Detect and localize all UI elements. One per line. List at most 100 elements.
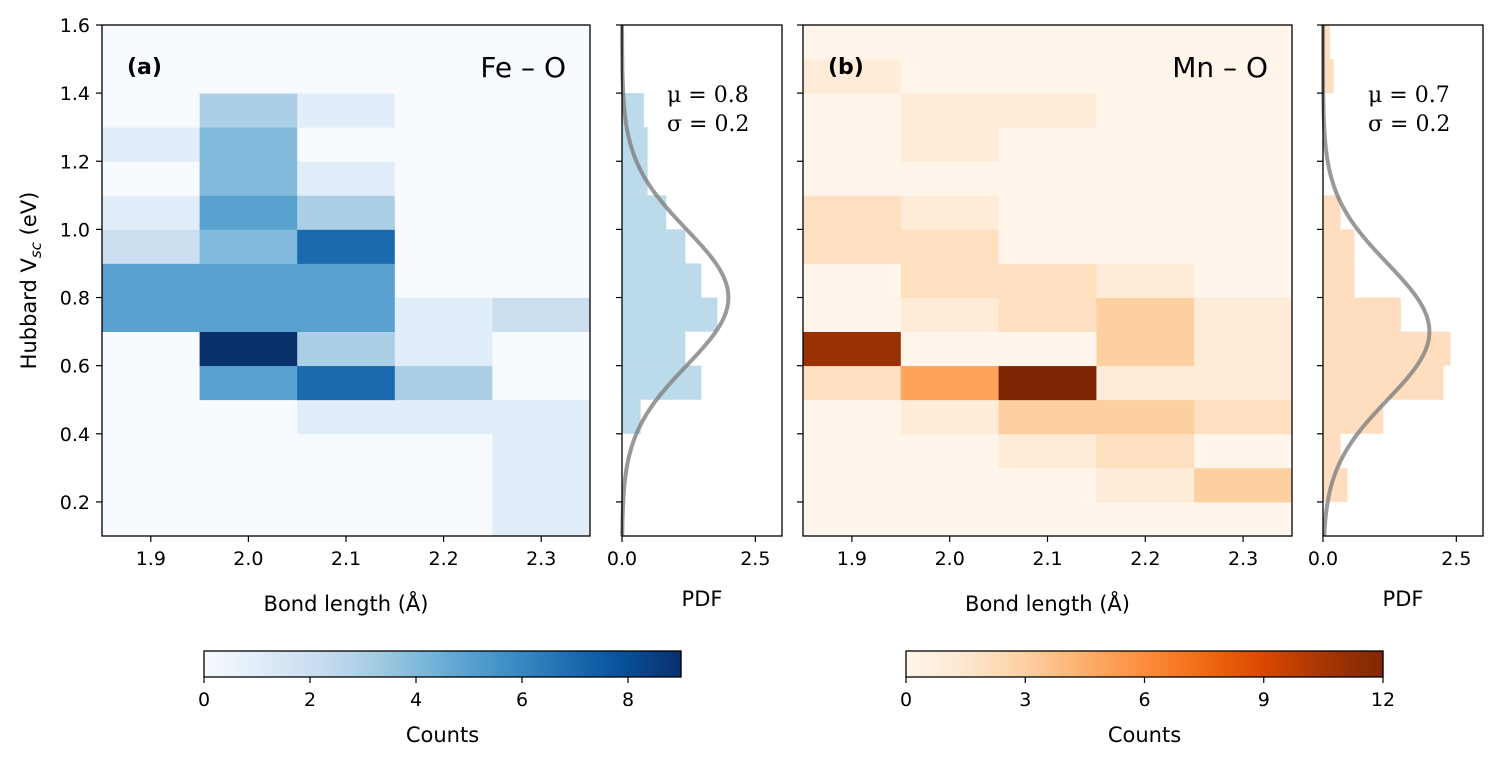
heatmap-cell — [803, 365, 902, 401]
heatmap-cell — [1096, 93, 1195, 128]
colorbar-segment — [339, 651, 344, 677]
colorbar-segment — [1168, 651, 1173, 677]
x-tick-label: 2.2 — [1130, 548, 1160, 570]
heatmap-cell — [394, 399, 493, 435]
colorbar-segment — [549, 651, 555, 677]
heatmap-cell — [199, 59, 298, 94]
x-tick-label: 1.9 — [837, 548, 867, 570]
y-tick-label: 1.2 — [60, 151, 90, 173]
colorbar-segment — [1116, 651, 1122, 677]
colorbar-tick-label: 4 — [410, 689, 422, 711]
colorbar-segment — [398, 651, 404, 677]
colorbar-segment — [215, 651, 221, 677]
y-tick-label: 0.6 — [60, 356, 90, 378]
colorbar-segment — [529, 651, 535, 677]
colorbar-segment — [438, 651, 444, 677]
colorbar-segment — [446, 651, 452, 677]
colorbar-segment — [1359, 651, 1364, 677]
colorbar-segment — [1375, 651, 1380, 677]
x-axis-label: PDF — [1383, 587, 1424, 611]
colorbar-segment — [913, 651, 919, 677]
heatmap-cell — [102, 93, 200, 128]
colorbar-segment — [1096, 651, 1102, 677]
heatmap-cell — [1096, 365, 1195, 401]
colorbar-segment — [673, 651, 678, 677]
heatmap-cell — [900, 365, 999, 401]
heatmap-cell — [900, 59, 999, 94]
y-tick-label: 0.4 — [60, 424, 90, 446]
colorbar-segment — [585, 651, 591, 677]
y-tick-label: 1.0 — [60, 219, 90, 241]
colorbar-segment — [386, 651, 392, 677]
colorbar-segment — [1267, 651, 1273, 677]
x-tick-label: 1.9 — [136, 548, 166, 570]
colorbar-segment — [243, 651, 249, 677]
heatmap-cell — [803, 229, 902, 264]
colorbar-segment — [621, 651, 626, 677]
colorbar-tick-label: 0 — [900, 689, 912, 711]
colorbar-segment — [450, 651, 456, 677]
heatmap-cell — [297, 297, 396, 332]
colorbar-segment — [917, 651, 923, 677]
colorbar-segment — [335, 651, 340, 677]
colorbar-segment — [1263, 651, 1269, 677]
heatmap-cell — [803, 93, 902, 128]
heatmap-cell — [394, 467, 493, 503]
colorbar-segment — [1315, 651, 1320, 677]
colorbar-segment — [271, 651, 277, 677]
colorbar-segment — [617, 651, 622, 677]
normal-fit-curve — [620, 25, 731, 537]
colorbar-segment — [537, 651, 543, 677]
colorbar-tick-label: 12 — [1371, 689, 1395, 711]
colorbar-segment — [1156, 651, 1161, 677]
heatmap-cell — [199, 399, 298, 435]
colorbar-segment — [1033, 651, 1038, 677]
x-tick-label: 0.0 — [607, 548, 637, 570]
colorbar-segment — [957, 651, 963, 677]
colorbar-tick-label: 6 — [1138, 689, 1150, 711]
heatmap-cell — [102, 297, 200, 332]
heatmap-cell — [803, 195, 902, 230]
heatmap-cell — [998, 297, 1097, 332]
colorbar-segment — [502, 651, 507, 677]
fit-sigma-label: σ = 0.2 — [667, 112, 749, 137]
colorbar-segment — [1180, 651, 1185, 677]
colorbar-segment — [1371, 651, 1376, 677]
x-axis-label: PDF — [682, 587, 723, 611]
heatmap-cell — [1096, 433, 1195, 469]
colorbar-segment — [390, 651, 396, 677]
colorbar-tick-label: 6 — [516, 689, 528, 711]
colorbar-segment — [925, 651, 931, 677]
colorbar-segment — [478, 651, 483, 677]
colorbar-label: Counts — [1108, 723, 1181, 747]
heatmap-cell — [1096, 399, 1195, 435]
heatmap-cell — [102, 59, 200, 94]
colorbar-segment — [1235, 651, 1241, 677]
colorbar-segment — [581, 651, 587, 677]
heatmap-cell — [1194, 93, 1293, 128]
heatmap-cell — [297, 433, 396, 469]
colorbar-segment — [315, 651, 320, 677]
colorbar-segment — [418, 651, 424, 677]
heatmap-cell — [803, 433, 902, 469]
heatmap-cell — [394, 93, 493, 128]
colorbar-segment — [577, 651, 583, 677]
colorbar-tick-label: 0 — [198, 689, 210, 711]
colorbar-segment — [1319, 651, 1324, 677]
x-tick-label: 2.3 — [526, 548, 556, 570]
pdf-bar — [622, 331, 686, 366]
colorbar-segment — [553, 651, 559, 677]
colorbar-segment — [641, 651, 646, 677]
colorbar-segment — [426, 651, 432, 677]
heatmap-cell — [998, 433, 1097, 469]
colorbar-segment — [402, 651, 408, 677]
colorbar-segment — [625, 651, 630, 677]
colorbar-segment — [1136, 651, 1142, 677]
colorbar-segment — [1343, 651, 1348, 677]
colorbar-segment — [1065, 651, 1070, 677]
colorbar-segment — [410, 651, 416, 677]
colorbar-segment — [1323, 651, 1328, 677]
colorbar-segment — [442, 651, 448, 677]
pdf-bar — [1323, 331, 1451, 366]
colorbar-segment — [525, 651, 531, 677]
